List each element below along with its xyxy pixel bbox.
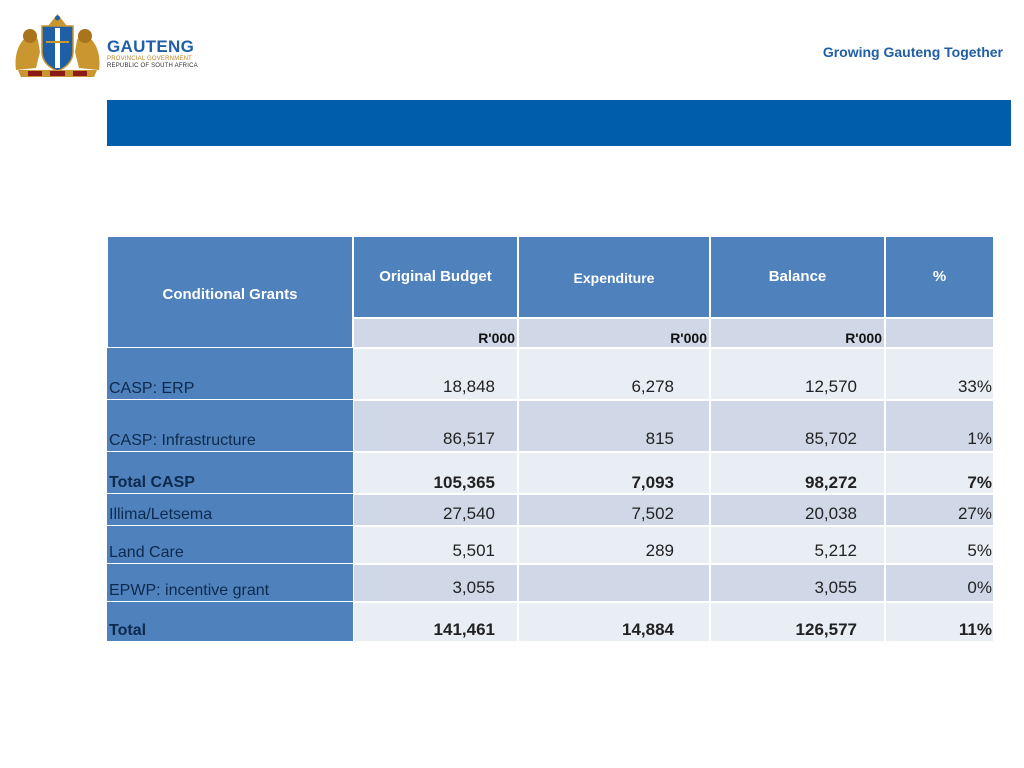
cell-expenditure: 7,093: [518, 452, 710, 494]
cell-text: 141,461: [433, 620, 495, 639]
cell-text: 289: [645, 541, 674, 560]
cell-balance: 3,055: [710, 564, 885, 602]
cell-text: 98,272: [805, 473, 857, 492]
cell-text: 86,517: [443, 429, 495, 448]
cell-text: 105,365: [433, 473, 495, 492]
cell-text: 3,055: [452, 578, 495, 597]
cell-expenditure: [518, 564, 710, 602]
cell-text: 33%: [957, 377, 992, 396]
unit-expenditure: R'000: [518, 318, 710, 348]
cell-percent: 33%: [885, 348, 994, 400]
cell-text: 27,540: [443, 504, 495, 523]
cell-percent: 1%: [885, 400, 994, 452]
row-label: CASP: ERP: [107, 348, 353, 400]
logo-text: GAUTENG PROVINCIAL GOVERNMENT REPUBLIC O…: [107, 38, 198, 70]
cell-text: 5,212: [814, 541, 857, 560]
cell-expenditure: 289: [518, 526, 710, 564]
cell-text: 5%: [967, 541, 992, 560]
cell-text: 126,577: [795, 620, 857, 639]
cell-text: 12,570: [805, 377, 857, 396]
cell-text: 3,055: [814, 578, 857, 597]
row-label-text: Land Care: [109, 544, 184, 561]
row-label-text: CASP: ERP: [109, 380, 195, 397]
cell-expenditure: 815: [518, 400, 710, 452]
unit-text: R'000: [478, 330, 515, 346]
row-label-text: Illima/Letsema: [109, 506, 213, 523]
header-text: %: [932, 267, 947, 285]
header-original-budget: Original Budget: [353, 236, 518, 318]
row-label-text: EPWP: incentive grant: [109, 582, 270, 599]
slide-title-bar: [107, 100, 1011, 146]
cell-budget: 5,501: [353, 526, 518, 564]
tagline: Growing Gauteng Together: [822, 44, 1003, 60]
unit-text: R'000: [670, 330, 707, 346]
unit-budget: R'000: [353, 318, 518, 348]
header-label: Conditional Grants: [162, 285, 298, 303]
cell-expenditure: 14,884: [518, 602, 710, 642]
coat-of-arms-icon: [15, 14, 100, 77]
cell-budget: 105,365: [353, 452, 518, 494]
cell-budget: 18,848: [353, 348, 518, 400]
row-label: EPWP: incentive grant: [107, 564, 353, 602]
header-text: Expenditure: [573, 270, 655, 286]
cell-balance: 98,272: [710, 452, 885, 494]
header-percent: %: [885, 236, 994, 318]
row-label-text: Total: [109, 622, 147, 639]
cell-text: 18,848: [443, 377, 495, 396]
cell-text: 5,501: [452, 541, 495, 560]
row-label-text: Total CASP: [109, 474, 195, 491]
header-conditional-grants: Conditional Grants: [107, 236, 353, 348]
cell-balance: 126,577: [710, 602, 885, 642]
cell-text: 7%: [967, 473, 992, 492]
cell-budget: 141,461: [353, 602, 518, 642]
cell-budget: 27,540: [353, 494, 518, 526]
cell-text: 27%: [957, 504, 992, 523]
unit-balance: R'000: [710, 318, 885, 348]
cell-text: 1%: [967, 429, 992, 448]
logo-name: GAUTENG: [107, 37, 195, 56]
cell-text: 815: [645, 429, 674, 448]
cell-balance: 85,702: [710, 400, 885, 452]
row-label-text: CASP: Infrastructure: [109, 432, 256, 449]
cell-percent: 0%: [885, 564, 994, 602]
unit-text: R'000: [845, 330, 882, 346]
gauteng-logo: GAUTENG PROVINCIAL GOVERNMENT REPUBLIC O…: [10, 12, 200, 78]
header-expenditure: Expenditure: [518, 236, 710, 318]
cell-percent: 7%: [885, 452, 994, 494]
conditional-grants-table: Conditional Grants Original Budget Expen…: [107, 236, 994, 642]
cell-text: 7,502: [631, 504, 674, 523]
cell-text: 7,093: [631, 473, 674, 492]
row-label: Total CASP: [107, 452, 353, 494]
cell-text: 0%: [967, 578, 992, 597]
cell-balance: 12,570: [710, 348, 885, 400]
row-label: Land Care: [107, 526, 353, 564]
cell-text: 6,278: [631, 377, 674, 396]
cell-percent: 11%: [885, 602, 994, 642]
cell-balance: 20,038: [710, 494, 885, 526]
cell-percent: 5%: [885, 526, 994, 564]
unit-percent: [885, 318, 994, 348]
cell-text: 20,038: [805, 504, 857, 523]
cell-expenditure: 7,502: [518, 494, 710, 526]
row-label: CASP: Infrastructure: [107, 400, 353, 452]
cell-budget: 86,517: [353, 400, 518, 452]
cell-text: 14,884: [622, 620, 674, 639]
cell-balance: 5,212: [710, 526, 885, 564]
row-label: Total: [107, 602, 353, 642]
logo-line-2: REPUBLIC OF SOUTH AFRICA: [107, 63, 198, 69]
header-text: Balance: [768, 267, 827, 285]
header-balance: Balance: [710, 236, 885, 318]
row-label: Illima/Letsema: [107, 494, 353, 526]
cell-expenditure: 6,278: [518, 348, 710, 400]
cell-text: 11%: [958, 620, 992, 639]
header-text: Original Budget: [379, 267, 492, 285]
logo-line-1: PROVINCIAL GOVERNMENT: [107, 56, 192, 62]
cell-budget: 3,055: [353, 564, 518, 602]
cell-percent: 27%: [885, 494, 994, 526]
cell-text: 85,702: [805, 429, 857, 448]
